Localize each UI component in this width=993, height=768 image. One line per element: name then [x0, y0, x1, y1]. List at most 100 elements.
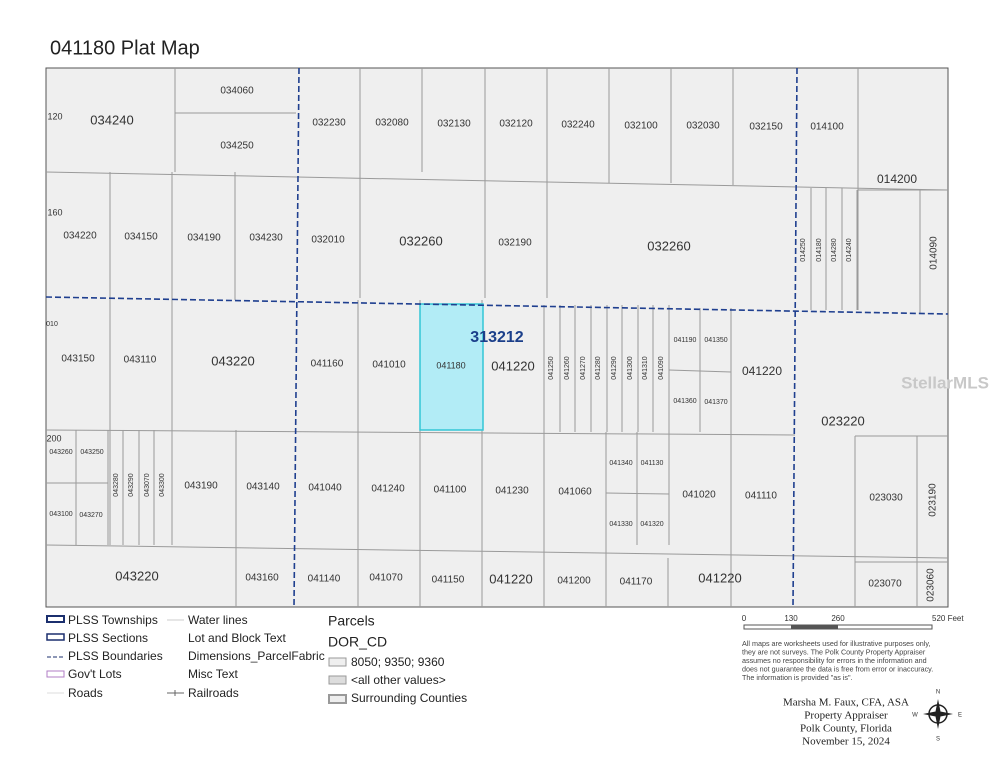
- parcel-label: 041370: [704, 399, 727, 406]
- compass-letter: E: [958, 713, 962, 719]
- parcel-label: 010: [46, 321, 58, 328]
- compass-letter: N: [936, 690, 940, 696]
- appraiser-line: Marsha M. Faux, CFA, ASA: [783, 697, 909, 709]
- parcel-label: 041220: [742, 364, 782, 378]
- parcel-line: [45, 544, 949, 559]
- parcel-label: 041290: [611, 356, 618, 379]
- legend-symbol: [328, 675, 347, 685]
- appraiser-line: Polk County, Florida: [800, 723, 892, 735]
- legend: PLSS Townships Water lines PLSS Sections Lo…: [46, 613, 467, 705]
- parcel-label: 043280: [113, 473, 120, 496]
- parcel-label: 023070: [868, 579, 902, 590]
- legend-field: DOR_CD: [328, 634, 387, 650]
- legend-item: PLSS Boundaries: [68, 649, 163, 663]
- parcel-label: 160: [47, 207, 62, 217]
- disclaimer-line: The information is provided "as is".: [742, 673, 853, 682]
- parcel-label: 041220: [491, 358, 534, 373]
- legend-symbol: [328, 657, 347, 667]
- legend-symbol: [46, 633, 65, 641]
- parcel-label: 041010: [372, 360, 406, 371]
- parcel-label: 041250: [548, 356, 555, 379]
- subject-parcel: [419, 303, 484, 431]
- parcel-label: 032130: [437, 119, 471, 130]
- compass-star: [923, 699, 953, 729]
- parcel-label: 043270: [79, 512, 102, 519]
- parcel-label: 032030: [686, 121, 720, 132]
- section-lines: [45, 67, 949, 608]
- parcel-label: 041090: [658, 356, 665, 379]
- parcel-line: [45, 171, 949, 191]
- scale-label: 130: [784, 614, 798, 623]
- legend-item: Lot and Block Text: [188, 631, 287, 645]
- legend-item: Dimensions_ParcelFabric: [188, 649, 325, 663]
- parcel-label: 041100: [434, 485, 467, 496]
- parcel-label: 041110: [745, 491, 777, 502]
- parcel-line: [605, 492, 670, 495]
- parcel-label: 032260: [399, 233, 442, 248]
- parcel-label: 034240: [90, 112, 133, 127]
- parcel-label: 041150: [432, 575, 465, 586]
- compass: N E S W: [912, 690, 962, 743]
- section-label: 313212: [470, 329, 523, 346]
- parcel-label: 032080: [375, 118, 409, 129]
- parcel-label: 032100: [624, 121, 658, 132]
- scale-bar-segment: [791, 625, 838, 629]
- legend-item: Water lines: [188, 613, 248, 627]
- parcel-label: 043110: [124, 355, 157, 366]
- legend-item: PLSS Sections: [68, 631, 148, 645]
- parcel-label: 041220: [698, 570, 741, 585]
- legend-item: Roads: [68, 686, 103, 700]
- compass-letter: W: [912, 713, 918, 719]
- parcel-label: 120: [47, 111, 62, 121]
- disclaimer-line: they are not surveys. The Polk County Pr…: [742, 647, 926, 656]
- parcel-label: 034060: [220, 86, 254, 97]
- parcel-label: 041310: [642, 356, 649, 379]
- parcel-label: 023030: [869, 493, 903, 504]
- legend-heading: Parcels: [328, 613, 375, 629]
- parcel-label: 043100: [49, 511, 72, 518]
- parcel-label: 043300: [159, 473, 166, 496]
- parcel-label: 014280: [831, 238, 838, 261]
- parcel-label: 032150: [749, 122, 783, 133]
- parcel-label: 032260: [647, 238, 690, 253]
- parcel-label: 041040: [308, 483, 342, 494]
- legend-class: <all other values>: [351, 673, 446, 687]
- parcel-label: 041330: [609, 521, 632, 528]
- disclaimer-line: does not guarantee the data is free from…: [742, 664, 933, 673]
- legend-item: Misc Text: [188, 667, 238, 681]
- parcel-label: 041360: [673, 398, 696, 405]
- legend-symbol: [46, 615, 65, 623]
- parcel-label: 041230: [495, 486, 529, 497]
- parcel-label: 041180: [436, 360, 465, 370]
- disclaimer: All maps are worksheets used for illustr…: [742, 639, 933, 682]
- scale-label: 520 Feet: [932, 614, 964, 623]
- disclaimer-line: assumes no responsibility for errors in …: [742, 656, 927, 665]
- parcel-label: 041350: [704, 337, 727, 344]
- scale-label: 260: [831, 614, 845, 623]
- parcel-label: 014240: [846, 238, 853, 261]
- parcel-labels: 120 034240 034060 034250 032230 032080 032130 0…: [46, 86, 939, 602]
- parcel-label: 043070: [144, 473, 151, 496]
- parcel-label: 041070: [369, 573, 403, 584]
- title: 041180 Plat Map: [50, 37, 200, 59]
- legend-item: Gov't Lots: [68, 667, 122, 681]
- parcel-label: 014090: [929, 236, 940, 270]
- appraiser-line: Property Appraiser: [804, 710, 888, 722]
- parcel-label: 014180: [816, 238, 823, 261]
- parcel-label: 032230: [312, 118, 346, 129]
- parcel-label: 041220: [489, 571, 532, 586]
- compass-letter: S: [936, 737, 940, 743]
- parcel-label: 041200: [557, 576, 591, 587]
- appraiser-line: November 15, 2024: [802, 736, 890, 748]
- parcel-label: 032240: [561, 120, 595, 131]
- parcel-label: 041170: [620, 577, 653, 588]
- parcel-label: 041340: [609, 460, 632, 467]
- parcel-label: 041190: [674, 337, 697, 344]
- parcel-line: [668, 369, 732, 373]
- parcel-label: 041130: [641, 460, 664, 467]
- parcel-label: 014100: [810, 122, 844, 133]
- parcel-label: 023190: [928, 483, 939, 517]
